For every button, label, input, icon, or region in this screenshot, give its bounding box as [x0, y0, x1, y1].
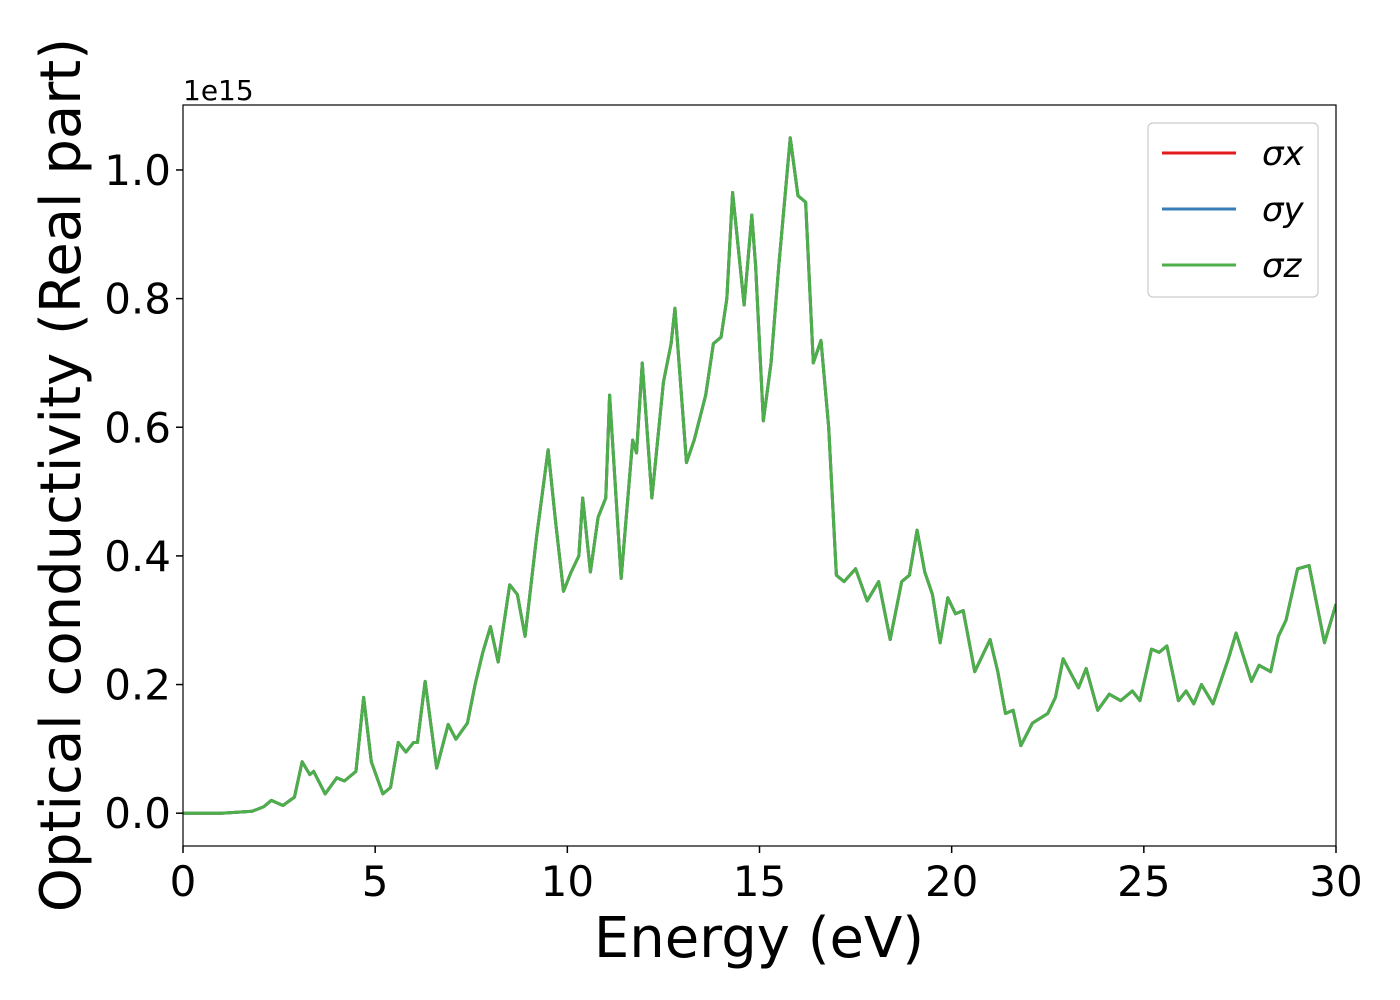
series-line — [183, 136, 1336, 815]
y-tick-label: 0.0 — [104, 789, 171, 838]
plot-frame — [182, 104, 1337, 847]
y-tick-label: 0.4 — [104, 532, 171, 581]
y-axis-label: Optical conductivity (Real part) — [29, 38, 94, 912]
legend-label: σy — [1262, 190, 1305, 230]
x-tick-label: 15 — [733, 857, 786, 906]
x-tick-label: 0 — [170, 857, 197, 906]
x-tick-label: 30 — [1309, 857, 1362, 906]
y-offset-label: 1e15 — [183, 74, 254, 107]
x-tick-label: 5 — [362, 857, 389, 906]
x-tick-label: 20 — [925, 857, 978, 906]
legend-label: σz — [1262, 246, 1303, 286]
x-axis-label: Energy (eV) — [594, 906, 924, 971]
x-tick-label: 25 — [1117, 857, 1170, 906]
y-tick-label: 0.8 — [104, 275, 171, 324]
x-tick-label: 10 — [541, 857, 594, 906]
legend-label: σx — [1262, 134, 1305, 174]
y-tick-label: 1.0 — [104, 146, 171, 195]
y-tick-label: 0.6 — [104, 403, 171, 452]
y-tick-label: 0.2 — [104, 661, 171, 710]
